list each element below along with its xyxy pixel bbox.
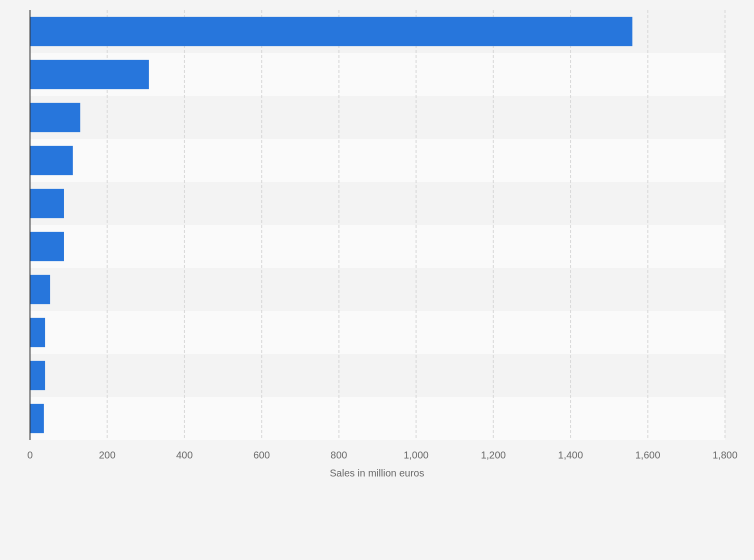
bar — [30, 317, 46, 348]
x-tick-label: 0 — [27, 451, 33, 462]
row-stripe — [30, 96, 725, 139]
row-stripe — [30, 139, 725, 182]
bar — [30, 360, 46, 391]
x-tick-label: 400 — [176, 451, 193, 462]
bar — [30, 274, 51, 305]
bar — [30, 145, 73, 176]
row-stripe — [30, 182, 725, 225]
x-tick-label: 800 — [331, 451, 348, 462]
bar — [30, 403, 44, 434]
x-tick-label: 1,000 — [404, 451, 429, 462]
bar — [30, 188, 64, 219]
x-axis-label: Sales in million euros — [330, 469, 425, 480]
bar — [30, 102, 81, 133]
bar — [30, 231, 64, 262]
row-stripe — [30, 268, 725, 311]
x-tick-label: 600 — [253, 451, 270, 462]
x-tick-label: 200 — [99, 451, 116, 462]
x-tick-label: 1,800 — [712, 451, 737, 462]
bar — [30, 59, 149, 90]
row-stripe — [30, 354, 725, 397]
row-stripe — [30, 225, 725, 268]
row-stripe — [30, 311, 725, 354]
x-tick-label: 1,200 — [481, 451, 506, 462]
bar — [30, 16, 633, 47]
x-tick-label: 1,400 — [558, 451, 583, 462]
x-tick-label: 1,600 — [635, 451, 660, 462]
row-stripe — [30, 397, 725, 440]
